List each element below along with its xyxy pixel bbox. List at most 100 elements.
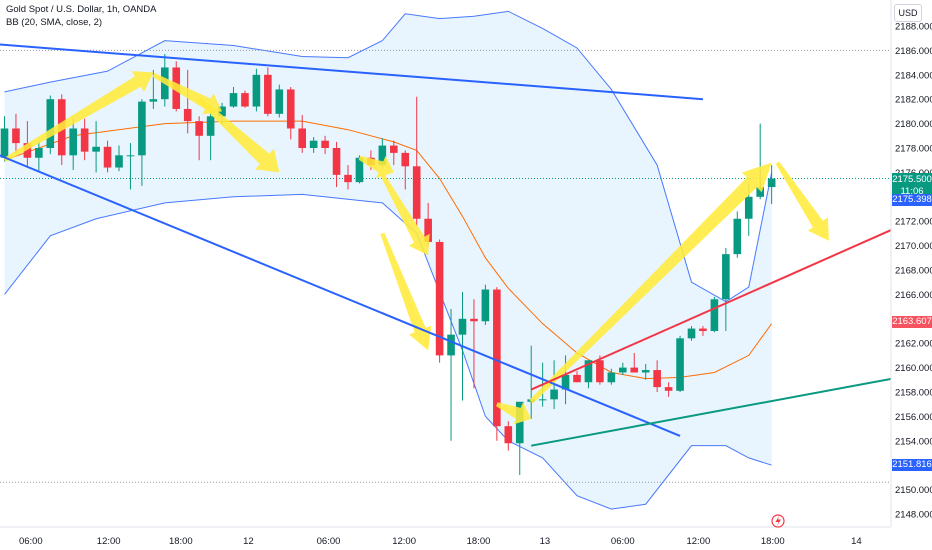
candle	[92, 121, 100, 173]
candle-body	[332, 148, 341, 175]
candle	[641, 363, 650, 380]
yellow-arrow	[3, 71, 154, 163]
candle-body	[80, 128, 89, 152]
price-tick-label: 2148.000	[895, 510, 932, 521]
candle-body	[46, 99, 55, 148]
candle-body	[378, 145, 387, 166]
time-tick-label: 12:00	[392, 536, 416, 547]
time-tick-label: 14	[851, 536, 862, 547]
candle-body	[630, 367, 639, 373]
price-tick-label: 2178.000	[895, 144, 932, 155]
yellow-arrow	[775, 161, 829, 241]
candle	[607, 368, 616, 385]
upper-trendline	[0, 43, 704, 101]
candle	[733, 211, 742, 258]
candle	[115, 145, 123, 172]
candle-body	[538, 399, 547, 401]
time-tick-label: 12:00	[686, 536, 710, 547]
candle	[332, 141, 341, 188]
candle-body	[481, 289, 490, 322]
candle-body	[607, 372, 616, 383]
candle-body	[733, 218, 742, 255]
candle	[699, 326, 707, 336]
candle-body	[69, 128, 77, 156]
candle	[435, 239, 444, 363]
bb-upper-line	[4, 10, 773, 303]
candle	[69, 118, 77, 170]
candle-body	[470, 318, 478, 322]
candle-body	[767, 178, 776, 188]
candle-body	[676, 338, 684, 391]
candle	[412, 96, 421, 227]
candle-body	[0, 128, 9, 158]
yellow-arrow	[529, 162, 772, 404]
candle-body	[126, 155, 135, 157]
candle	[103, 140, 112, 173]
yellow-arrow	[197, 97, 280, 173]
candle-body	[493, 289, 501, 427]
price-tick-label: 2166.000	[895, 290, 932, 301]
time-tick-label: 18:00	[467, 536, 491, 547]
candle-body	[92, 146, 100, 152]
candle	[722, 248, 730, 331]
candle-body	[138, 101, 146, 156]
yellow-arrow	[496, 402, 532, 425]
bb-basis-badge: 2163.607	[892, 316, 932, 328]
candle	[126, 143, 135, 190]
candle	[80, 118, 89, 161]
yellow-arrow	[358, 155, 394, 178]
candle	[252, 68, 261, 112]
bb-lower-badge: 2151.816	[892, 459, 932, 471]
candle	[275, 84, 284, 118]
candle-body	[286, 89, 295, 129]
candle	[767, 165, 776, 205]
candle-body	[504, 426, 513, 444]
price-tick-label: 2170.000	[895, 241, 932, 252]
candle-body	[447, 334, 455, 356]
candle-body	[229, 93, 238, 107]
candle	[183, 69, 192, 134]
candle	[653, 360, 661, 392]
time-tick-label: 18:00	[761, 536, 785, 547]
lower-trendline	[0, 154, 681, 437]
candle	[0, 116, 9, 162]
price-tick-label: 2160.000	[895, 363, 932, 374]
candle-body	[298, 128, 306, 148]
price-tick-label: 2150.000	[895, 485, 932, 496]
candle	[710, 296, 719, 333]
price-tick-label: 2156.000	[895, 412, 932, 423]
candle-body	[722, 254, 730, 300]
yellow-arrow-annotations	[3, 71, 829, 425]
rising-red-line	[530, 210, 932, 391]
candle-body	[252, 74, 261, 107]
time-tick-label: 06:00	[317, 536, 341, 547]
candle	[12, 113, 20, 153]
candle-body	[584, 360, 593, 383]
candle-body	[355, 157, 364, 183]
candle	[470, 299, 478, 389]
candle-body	[309, 140, 318, 148]
candle	[664, 382, 673, 397]
candle	[195, 116, 203, 161]
candle	[493, 287, 501, 441]
bb-upper-badge: 2175.398	[892, 194, 932, 206]
countdown-value: 11:06	[900, 186, 924, 197]
candle-body	[515, 401, 524, 444]
price-tick-label: 2162.000	[895, 339, 932, 350]
lightning-icon-bolt	[775, 516, 781, 526]
candle-body	[23, 143, 32, 158]
candle-body	[149, 99, 158, 102]
yellow-arrow	[380, 232, 432, 351]
price-tick-label: 2184.000	[895, 70, 932, 81]
candle	[286, 87, 295, 140]
time-tick-label: 06:00	[19, 536, 43, 547]
currency-button[interactable]: USD	[894, 4, 922, 22]
candle	[298, 115, 306, 153]
candle-body	[401, 152, 410, 167]
candle-body	[619, 367, 627, 373]
candle	[676, 335, 684, 392]
candle-body	[321, 140, 329, 148]
candle	[321, 135, 329, 155]
